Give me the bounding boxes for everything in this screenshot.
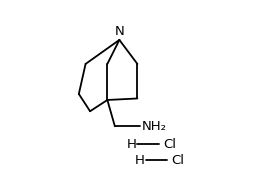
Text: N: N (114, 25, 124, 38)
Text: Cl: Cl (171, 153, 184, 167)
Text: Cl: Cl (163, 138, 176, 151)
Text: H: H (126, 138, 136, 151)
Text: NH₂: NH₂ (142, 120, 167, 133)
Text: H: H (135, 153, 144, 167)
